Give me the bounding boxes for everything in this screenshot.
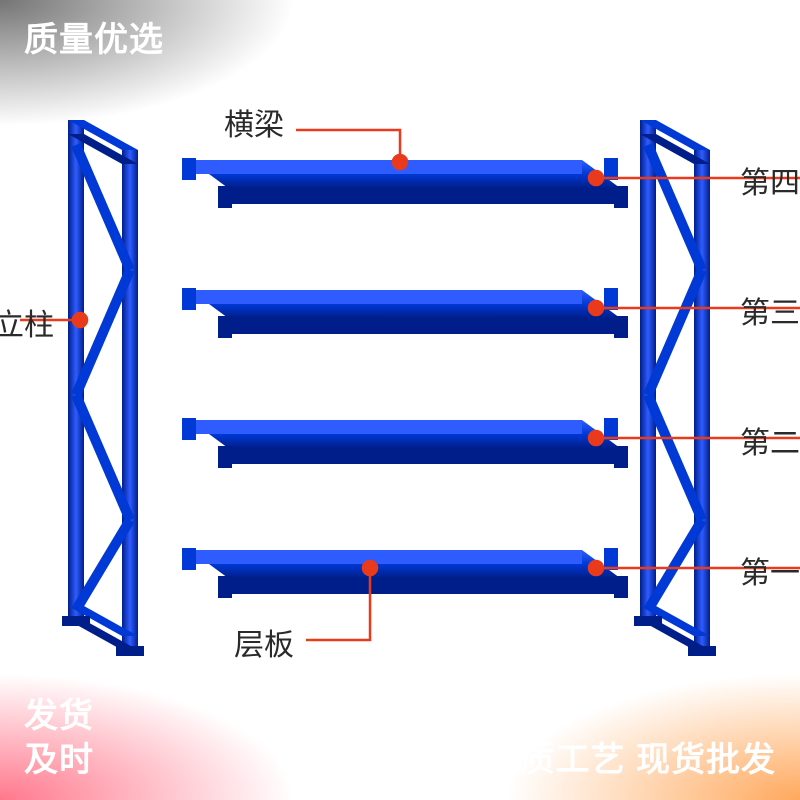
label-level3: 第三层 (740, 288, 800, 332)
label-shelf-board: 层板 (234, 620, 294, 664)
shelf-3 (182, 288, 628, 338)
label-level2: 第二层 (740, 418, 800, 462)
label-column: 立柱 (0, 300, 54, 344)
shelf-2 (182, 418, 628, 468)
label-beam: 横梁 (224, 100, 284, 144)
label-level1: 第一层 (740, 548, 800, 592)
badge-quality: 质量优选 (24, 18, 164, 62)
label-level4: 第四层 (740, 158, 800, 202)
badge-craft: 优质工艺 现货批发 (486, 738, 776, 782)
shelves (182, 158, 628, 598)
shelf-1 (182, 548, 628, 598)
badge-shipping: 发货及时 (24, 694, 94, 782)
right-frame (634, 120, 716, 656)
left-frame (62, 120, 144, 656)
rack-diagram (0, 0, 800, 800)
